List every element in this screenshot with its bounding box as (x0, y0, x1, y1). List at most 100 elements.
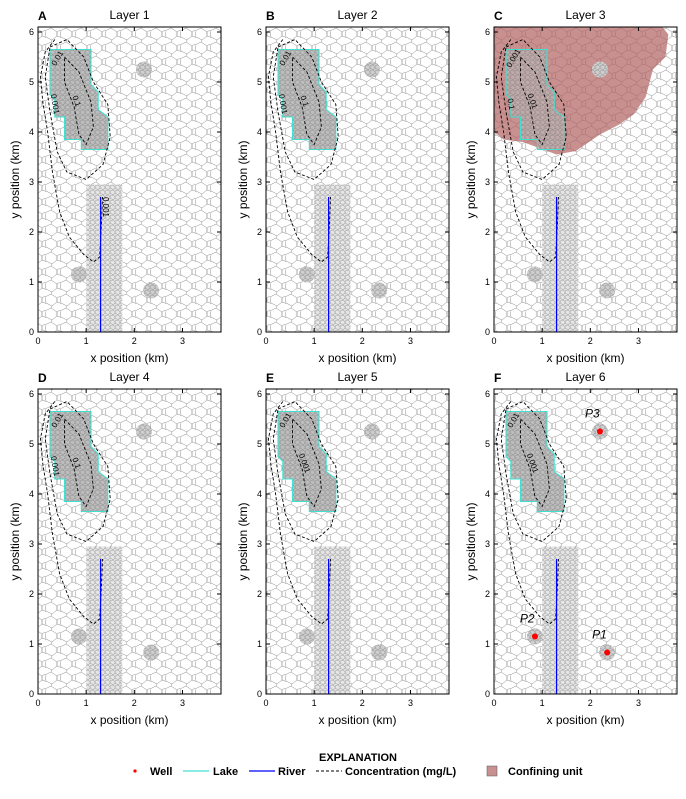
y-axis-label: y position (km) (8, 140, 22, 218)
panel-title: Layer 6 (565, 370, 605, 384)
x-axis-label: x position (km) (546, 713, 624, 727)
y-tick-label: 4 (485, 127, 490, 137)
y-tick-label: 2 (257, 589, 262, 599)
concentration-contour-3 (64, 418, 94, 508)
model-grid: 0.010.10.001 (266, 27, 449, 332)
well-label: P1 (592, 628, 607, 642)
x-tick-label: 0 (491, 698, 496, 708)
x-axis-label: x position (km) (546, 351, 624, 365)
concentration-contour-3 (292, 418, 322, 508)
y-tick-label: 0 (485, 689, 490, 699)
x-tick-label: 1 (540, 336, 545, 346)
y-tick-label: 1 (257, 639, 262, 649)
y-tick-label: 5 (485, 77, 490, 87)
concentration-contour-3 (292, 56, 322, 146)
legend-concentration-label: Concentration (mg/L) (345, 766, 457, 778)
y-tick-label: 3 (257, 177, 262, 187)
lake-boundary (505, 410, 565, 513)
x-tick-label: 3 (408, 698, 413, 708)
y-axis-label: y position (km) (236, 140, 250, 218)
y-tick-label: 1 (29, 639, 34, 649)
contour-label: 0.1 (70, 94, 82, 108)
x-tick-label: 1 (312, 698, 317, 708)
y-tick-label: 3 (485, 177, 490, 187)
x-tick-label: 3 (408, 336, 413, 346)
y-tick-label: 3 (485, 539, 490, 549)
concentration-contour-2 (272, 400, 339, 543)
y-tick-label: 2 (29, 589, 34, 599)
y-tick-label: 4 (257, 127, 262, 137)
contour-label: 0.1 (298, 94, 310, 108)
x-tick-label: 2 (132, 336, 137, 346)
x-tick-label: 1 (540, 698, 545, 708)
plot-frame (493, 388, 678, 695)
y-tick-label: 5 (29, 439, 34, 449)
y-tick-label: 0 (29, 689, 34, 699)
x-tick-label: 0 (263, 336, 268, 346)
concentration-contour-1 (39, 39, 103, 263)
lake-boundary (49, 48, 109, 151)
well-marker (596, 428, 603, 435)
x-tick-label: 2 (132, 698, 137, 708)
plot-frame (37, 26, 222, 333)
panel-letter: E (266, 371, 274, 385)
concentration-contour-1 (39, 401, 103, 625)
concentration-contour-2 (44, 38, 111, 181)
y-tick-label: 0 (29, 327, 34, 337)
y-tick-label: 4 (29, 489, 34, 499)
x-tick-label: 1 (312, 336, 317, 346)
legend-confining-label: Confining unit (508, 766, 583, 778)
panel-e: 0.010.001 0 1 2 3 0 1 2 3 4 5 6 Layer 5 Ex position (… (236, 370, 450, 727)
x-axis-label: x position (km) (90, 713, 168, 727)
x-tick-label: 3 (636, 698, 641, 708)
concentration-contour-2 (272, 38, 339, 181)
lake-boundary (277, 48, 337, 151)
y-axis-label: y position (km) (464, 140, 478, 218)
legend-confining-swatch (486, 765, 498, 777)
concentration-contour-2 (500, 400, 567, 543)
y-tick-label: 0 (485, 327, 490, 337)
x-axis-label: x position (km) (90, 351, 168, 365)
x-tick-label: 2 (360, 336, 365, 346)
x-tick-label: 0 (263, 698, 268, 708)
concentration-contour-1 (267, 401, 331, 625)
y-tick-label: 4 (485, 489, 490, 499)
y-tick-label: 6 (257, 27, 262, 37)
contour-label: 0.1 (70, 456, 82, 470)
well-label: P3 (585, 407, 600, 421)
y-tick-label: 2 (485, 227, 490, 237)
x-tick-label: 3 (636, 336, 641, 346)
contour-label: 0.001 (49, 93, 61, 115)
panel-title: Layer 1 (109, 8, 149, 22)
concentration-contour-2 (44, 400, 111, 543)
x-tick-label: 0 (35, 336, 40, 346)
x-tick-label: 2 (588, 698, 593, 708)
y-tick-label: 6 (29, 27, 34, 37)
lake-boundary (49, 410, 109, 513)
y-tick-label: 4 (29, 127, 34, 137)
panel-title: Layer 2 (337, 8, 377, 22)
legend-lake-label: Lake (213, 766, 238, 778)
y-tick-label: 1 (485, 277, 490, 287)
panel-letter: B (266, 9, 275, 23)
panel-letter: A (38, 9, 47, 23)
x-axis-label: x position (km) (318, 351, 396, 365)
concentration-contour-1 (267, 39, 331, 263)
y-tick-label: 0 (257, 689, 262, 699)
legend-well-label: Well (150, 766, 172, 778)
y-tick-label: 2 (29, 227, 34, 237)
y-tick-label: 6 (485, 389, 490, 399)
contour-label: 0.001 (49, 455, 61, 477)
y-tick-label: 5 (257, 439, 262, 449)
y-tick-label: 3 (257, 539, 262, 549)
concentration-contour-3 (64, 56, 94, 146)
x-tick-label: 2 (588, 336, 593, 346)
y-tick-label: 2 (257, 227, 262, 237)
y-tick-label: 4 (257, 489, 262, 499)
panel-letter: D (38, 371, 47, 385)
